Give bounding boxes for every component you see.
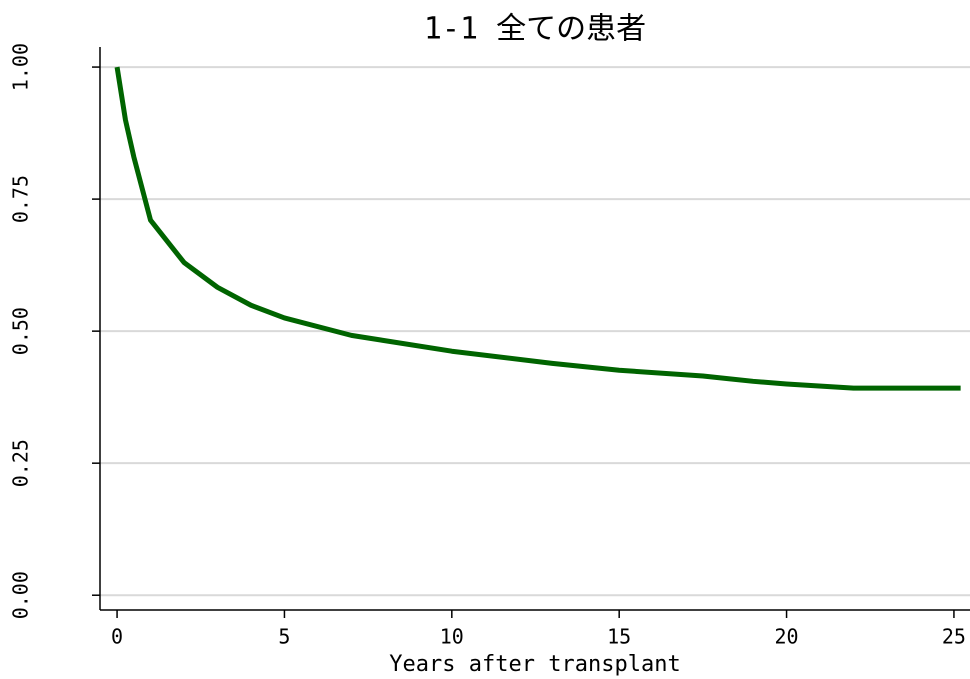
y-tick-label: 0.75 [9,175,33,223]
survival-curve [114,66,961,391]
y-tick-label: 0.25 [9,439,33,487]
chart-title: 1-1 全ての患者 [424,12,646,47]
x-tick-label: 10 [440,625,464,649]
x-tick-label: 0 [111,625,123,649]
y-tick-label: 1.00 [9,43,33,91]
x-tick-label: 15 [607,625,631,649]
x-tick-label: 5 [278,625,290,649]
y-tick-label: 0.50 [9,307,33,355]
x-tick-label: 20 [775,625,799,649]
y-tick-label: 0.00 [9,571,33,619]
x-tick-label: 25 [942,625,966,649]
x-axis-label: Years after transplant [389,652,680,677]
